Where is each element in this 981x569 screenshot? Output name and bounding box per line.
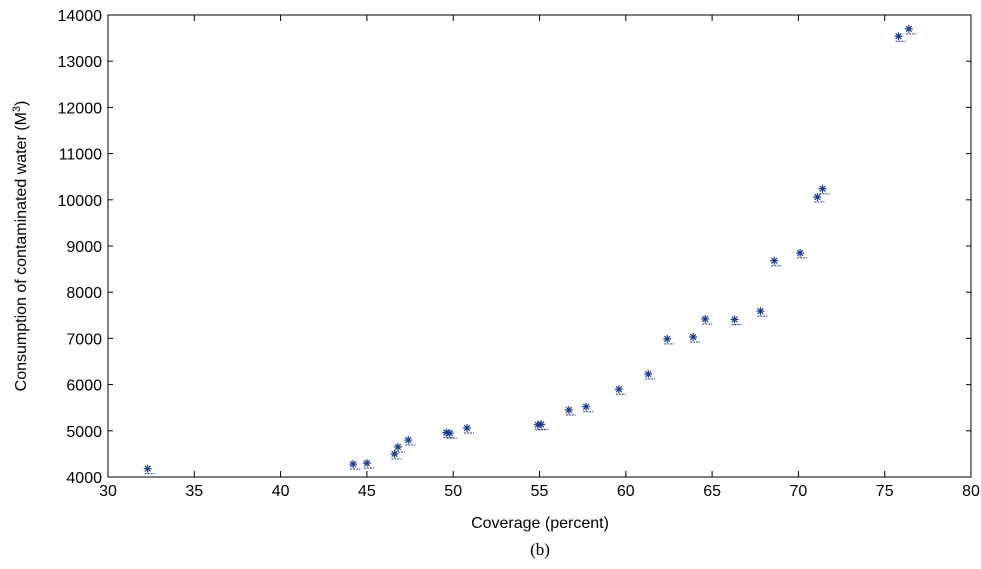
figure-caption: (b) [530, 540, 550, 559]
y-tick-label: 8000 [66, 285, 102, 302]
x-tick-label: 30 [99, 483, 117, 500]
data-point [537, 420, 549, 430]
y-tick-label: 5000 [66, 424, 102, 441]
data-point [349, 460, 361, 470]
y-tick-label: 13000 [58, 54, 103, 71]
x-tick-label: 75 [876, 483, 894, 500]
y-tick-label: 7000 [66, 331, 102, 348]
x-axis: 30 35 40 45 50 55 60 65 70 75 80 [99, 15, 980, 500]
x-tick-label: 40 [272, 483, 290, 500]
data-point [614, 385, 626, 395]
y-tick-label: 6000 [66, 378, 102, 395]
data-point [894, 32, 906, 42]
y-tick-label: 12000 [58, 100, 103, 117]
y-axis-label: Consumption of contaminated water (M3) [11, 101, 30, 392]
x-tick-label: 50 [444, 483, 462, 500]
x-axis-label: Coverage (percent) [471, 515, 609, 532]
x-tick-label: 35 [185, 483, 203, 500]
y-axis-label-main: Consumption of contaminated water (M [13, 112, 30, 391]
data-point [143, 464, 155, 475]
x-tick-label: 80 [962, 483, 980, 500]
data-point [818, 184, 830, 195]
y-axis-label-end: ) [13, 101, 30, 106]
x-tick-label: 55 [531, 483, 549, 500]
data-point [756, 307, 768, 317]
data-point [770, 256, 782, 267]
data-point [362, 459, 374, 469]
y-axis: 4000 5000 6000 7000 8000 9000 10000 11000 12000 1… [58, 8, 971, 487]
x-tick-label: 65 [703, 483, 721, 500]
data-point [644, 369, 656, 380]
data-point [730, 315, 742, 325]
data-point [663, 334, 675, 345]
y-tick-label: 10000 [58, 193, 103, 210]
data-point [701, 314, 713, 325]
data-point [393, 442, 405, 453]
data-point [404, 436, 416, 446]
data-point [463, 424, 475, 434]
data-point [564, 406, 576, 416]
data-point [390, 449, 402, 460]
x-tick-label: 45 [358, 483, 376, 500]
data-point [689, 333, 701, 343]
y-tick-label: 14000 [58, 8, 103, 25]
x-tick-label: 70 [790, 483, 808, 500]
x-tick-label: 60 [617, 483, 635, 500]
plot-area-frame [107, 14, 972, 478]
y-axis-label-superscript: 3 [11, 106, 23, 112]
data-series [143, 24, 916, 475]
data-point [445, 429, 457, 439]
data-point [582, 402, 594, 413]
y-tick-label: 9000 [66, 239, 102, 256]
y-tick-label: 4000 [66, 470, 102, 487]
data-point [796, 248, 808, 259]
data-point [904, 24, 916, 35]
y-tick-label: 11000 [59, 147, 102, 164]
data-point [813, 193, 825, 203]
